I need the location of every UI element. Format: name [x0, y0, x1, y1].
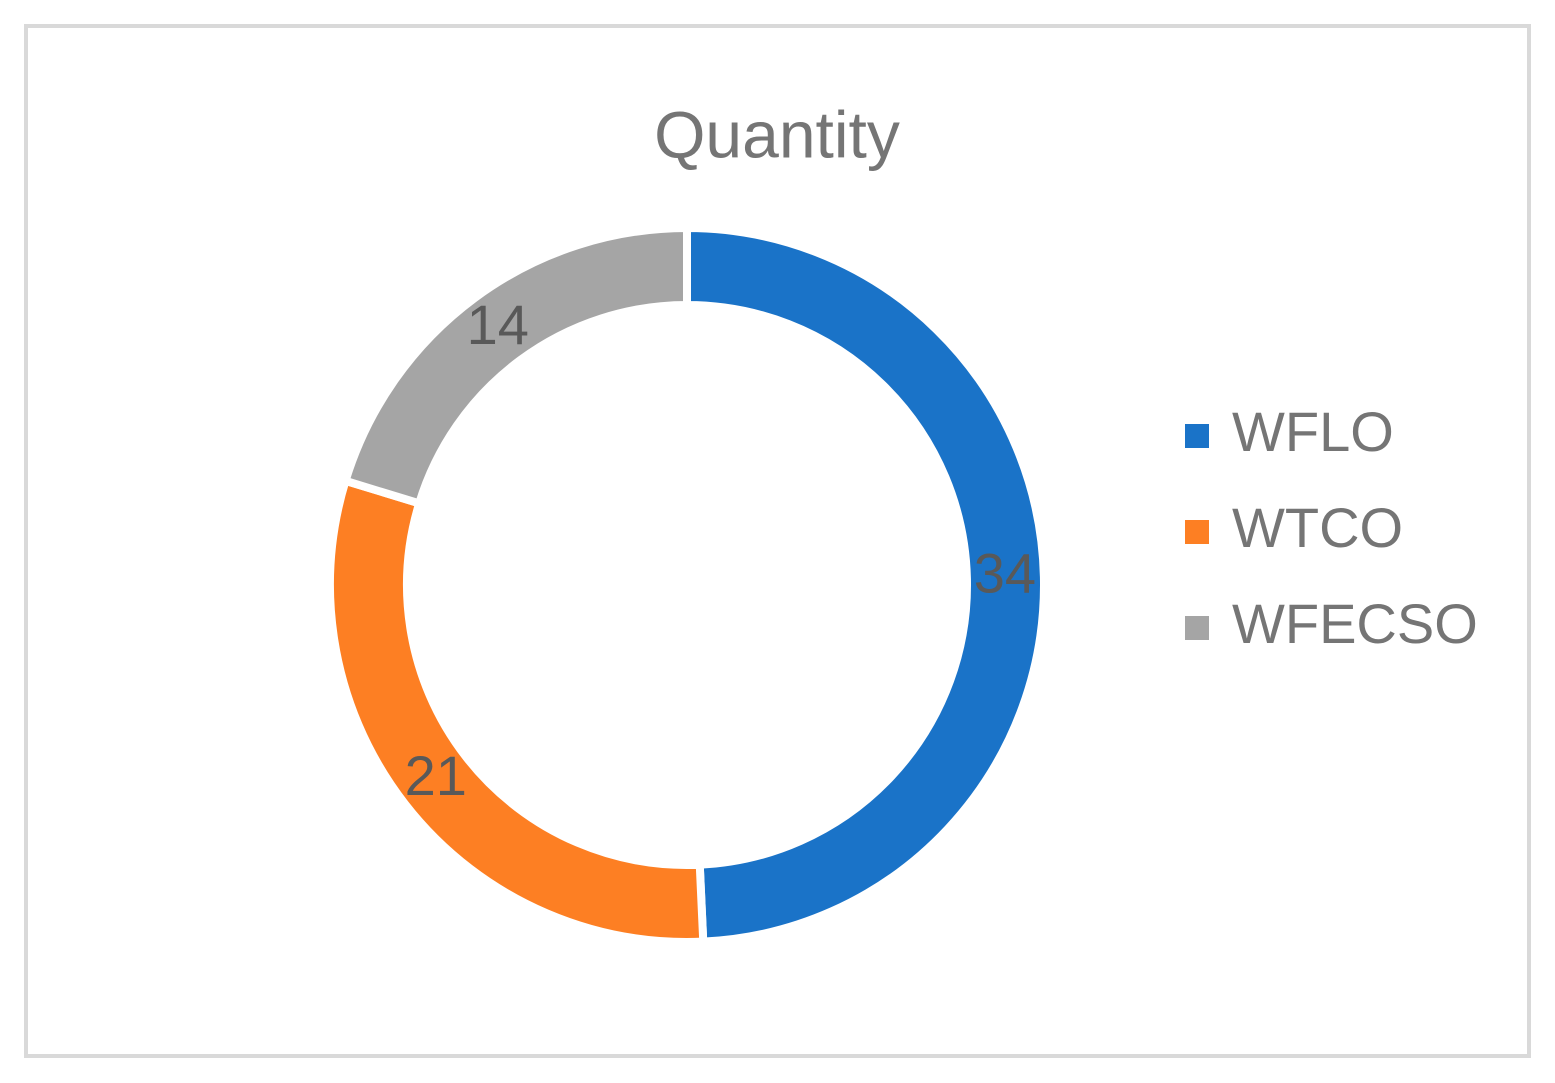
data-label: 14	[467, 293, 529, 356]
legend-label: WTCO	[1232, 496, 1403, 559]
legend-label: WFECSO	[1232, 592, 1478, 655]
donut-slice	[326, 475, 708, 946]
data-label: 34	[974, 542, 1036, 605]
legend-swatch	[1185, 424, 1209, 448]
data-label: 21	[405, 744, 467, 807]
donut-slice	[340, 223, 691, 509]
chart-title: Quantity	[654, 97, 900, 171]
donut-slice	[683, 223, 1048, 946]
legend-label: WFLO	[1232, 400, 1394, 463]
legend-swatch	[1185, 616, 1209, 640]
legend-swatch	[1185, 520, 1209, 544]
